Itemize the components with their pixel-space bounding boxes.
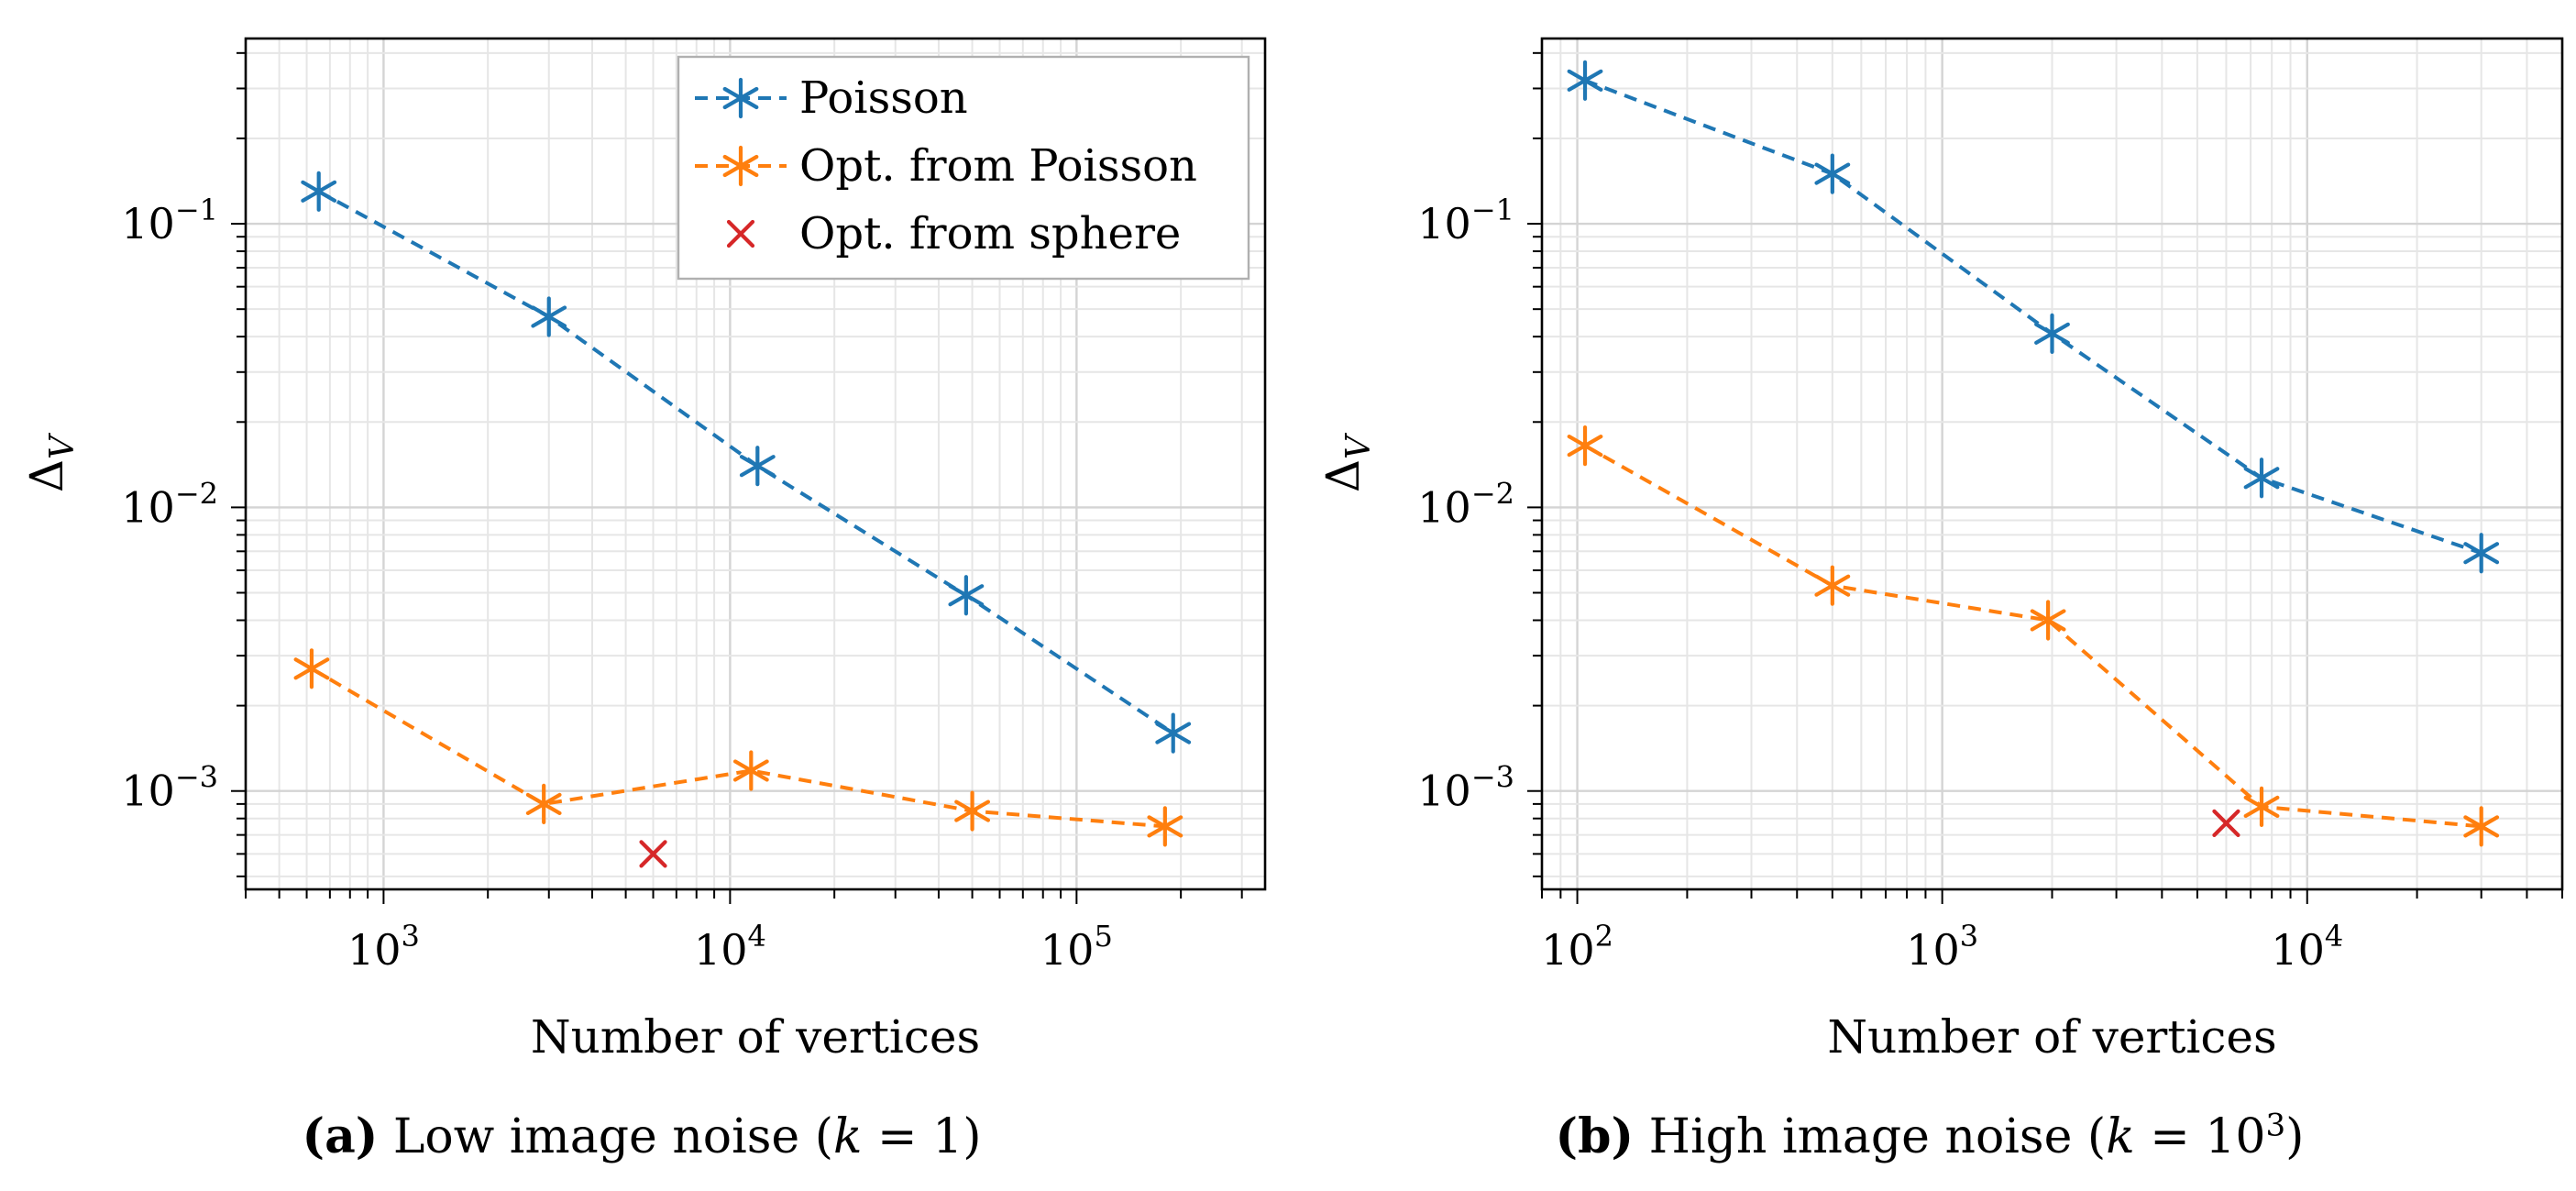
data-point [1147, 806, 1183, 847]
data-point [2212, 809, 2240, 837]
caption-a: (a) Low image noise (k = 1) [275, 1108, 1008, 1165]
legend-marker [722, 77, 759, 119]
y-axis-label: ΔV [1316, 432, 1378, 492]
data-point [2034, 313, 2070, 354]
x-tick-label: 103 [1906, 919, 1978, 975]
caption-b-value: = 10 [2134, 1109, 2266, 1164]
legend-marker [726, 219, 755, 248]
series-b-0 [1567, 60, 2500, 574]
plot-frame-a [244, 37, 1267, 891]
y-tick-label: 10−1 [121, 193, 218, 248]
legend-label: Opt. from sphere [799, 208, 1181, 259]
x-tick-label: 105 [1040, 919, 1113, 975]
series-line [1584, 78, 2482, 556]
legend-item: Opt. from sphere [726, 208, 1181, 259]
caption-b-math: k [2106, 1109, 2135, 1164]
data-point [531, 296, 567, 337]
series-line [310, 667, 1166, 829]
plot-frame-b [1540, 37, 2564, 891]
chart-panel-a: 103 104 105 10−3 10−2 10−1 Number of vertices Δ… [20, 37, 1267, 1064]
y-tick-label: 10−2 [121, 476, 218, 532]
y-tick-label: 10−1 [1417, 193, 1514, 248]
grid-b [1541, 39, 2563, 889]
x-tick-label: 103 [347, 919, 420, 975]
x-axis-label: Number of vertices [1827, 1010, 2276, 1064]
data-point [2243, 786, 2280, 828]
y-tick-label: 10−3 [121, 760, 218, 816]
data-point [948, 575, 985, 616]
ticks-b [1527, 51, 2563, 904]
data-point [1567, 425, 1603, 467]
legend: Poisson Opt. from Poisson Opt. from sphere [677, 55, 1250, 281]
ticks-a [231, 51, 1243, 904]
data-point [2463, 806, 2500, 847]
series-line [1584, 444, 2482, 829]
x-tick-label: 104 [2271, 919, 2343, 975]
caption-a-math: k [833, 1109, 863, 1164]
x-tick-label: 102 [1541, 919, 1613, 975]
series-a-0 [301, 171, 1192, 754]
chart-panel-b: 102 103 104 10−3 10−2 10−1 Number of vertices Δ… [1316, 37, 2564, 1064]
legend-marker [722, 145, 759, 187]
series-a-2 [639, 840, 667, 868]
caption-a-text: Low image noise ( [378, 1109, 834, 1164]
data-point [525, 783, 562, 824]
legend-label: Opt. from Poisson [799, 140, 1197, 192]
caption-b: (b) High image noise (k = 103) [1494, 1107, 2365, 1165]
data-point [1567, 60, 1603, 101]
legend-item: Poisson [695, 72, 968, 124]
data-point [1155, 712, 1192, 754]
y-tick-label: 10−2 [1417, 476, 1514, 532]
data-point [2030, 600, 2066, 641]
caption-b-letter: (b) [1555, 1108, 1635, 1164]
data-point [1814, 153, 1851, 194]
legend-box [677, 55, 1250, 281]
series-b-1 [1567, 425, 2500, 847]
caption-a-letter: (a) [302, 1108, 379, 1164]
x-tick-label: 104 [694, 919, 766, 975]
caption-b-text: High image noise ( [1634, 1109, 2107, 1164]
legend-label: Poisson [799, 72, 968, 124]
data-point [2463, 533, 2500, 574]
caption-a-value: = 1) [862, 1109, 982, 1164]
caption-b-exponent: 3 [2265, 1107, 2286, 1144]
series-b-2 [2212, 809, 2240, 837]
data-point [639, 840, 667, 868]
data-point [954, 790, 990, 832]
data-point [732, 750, 769, 791]
data-point [2243, 458, 2280, 499]
legend-item: Opt. from Poisson [695, 140, 1197, 192]
data-point [1814, 565, 1851, 606]
series-a-1 [293, 648, 1183, 847]
x-axis-label: Number of vertices [531, 1010, 980, 1064]
data-point [739, 446, 776, 487]
data-point [301, 171, 337, 212]
data-point [293, 648, 330, 689]
y-axis-label: ΔV [20, 432, 82, 492]
y-tick-label: 10−3 [1417, 760, 1514, 816]
caption-b-close: ) [2285, 1109, 2305, 1164]
